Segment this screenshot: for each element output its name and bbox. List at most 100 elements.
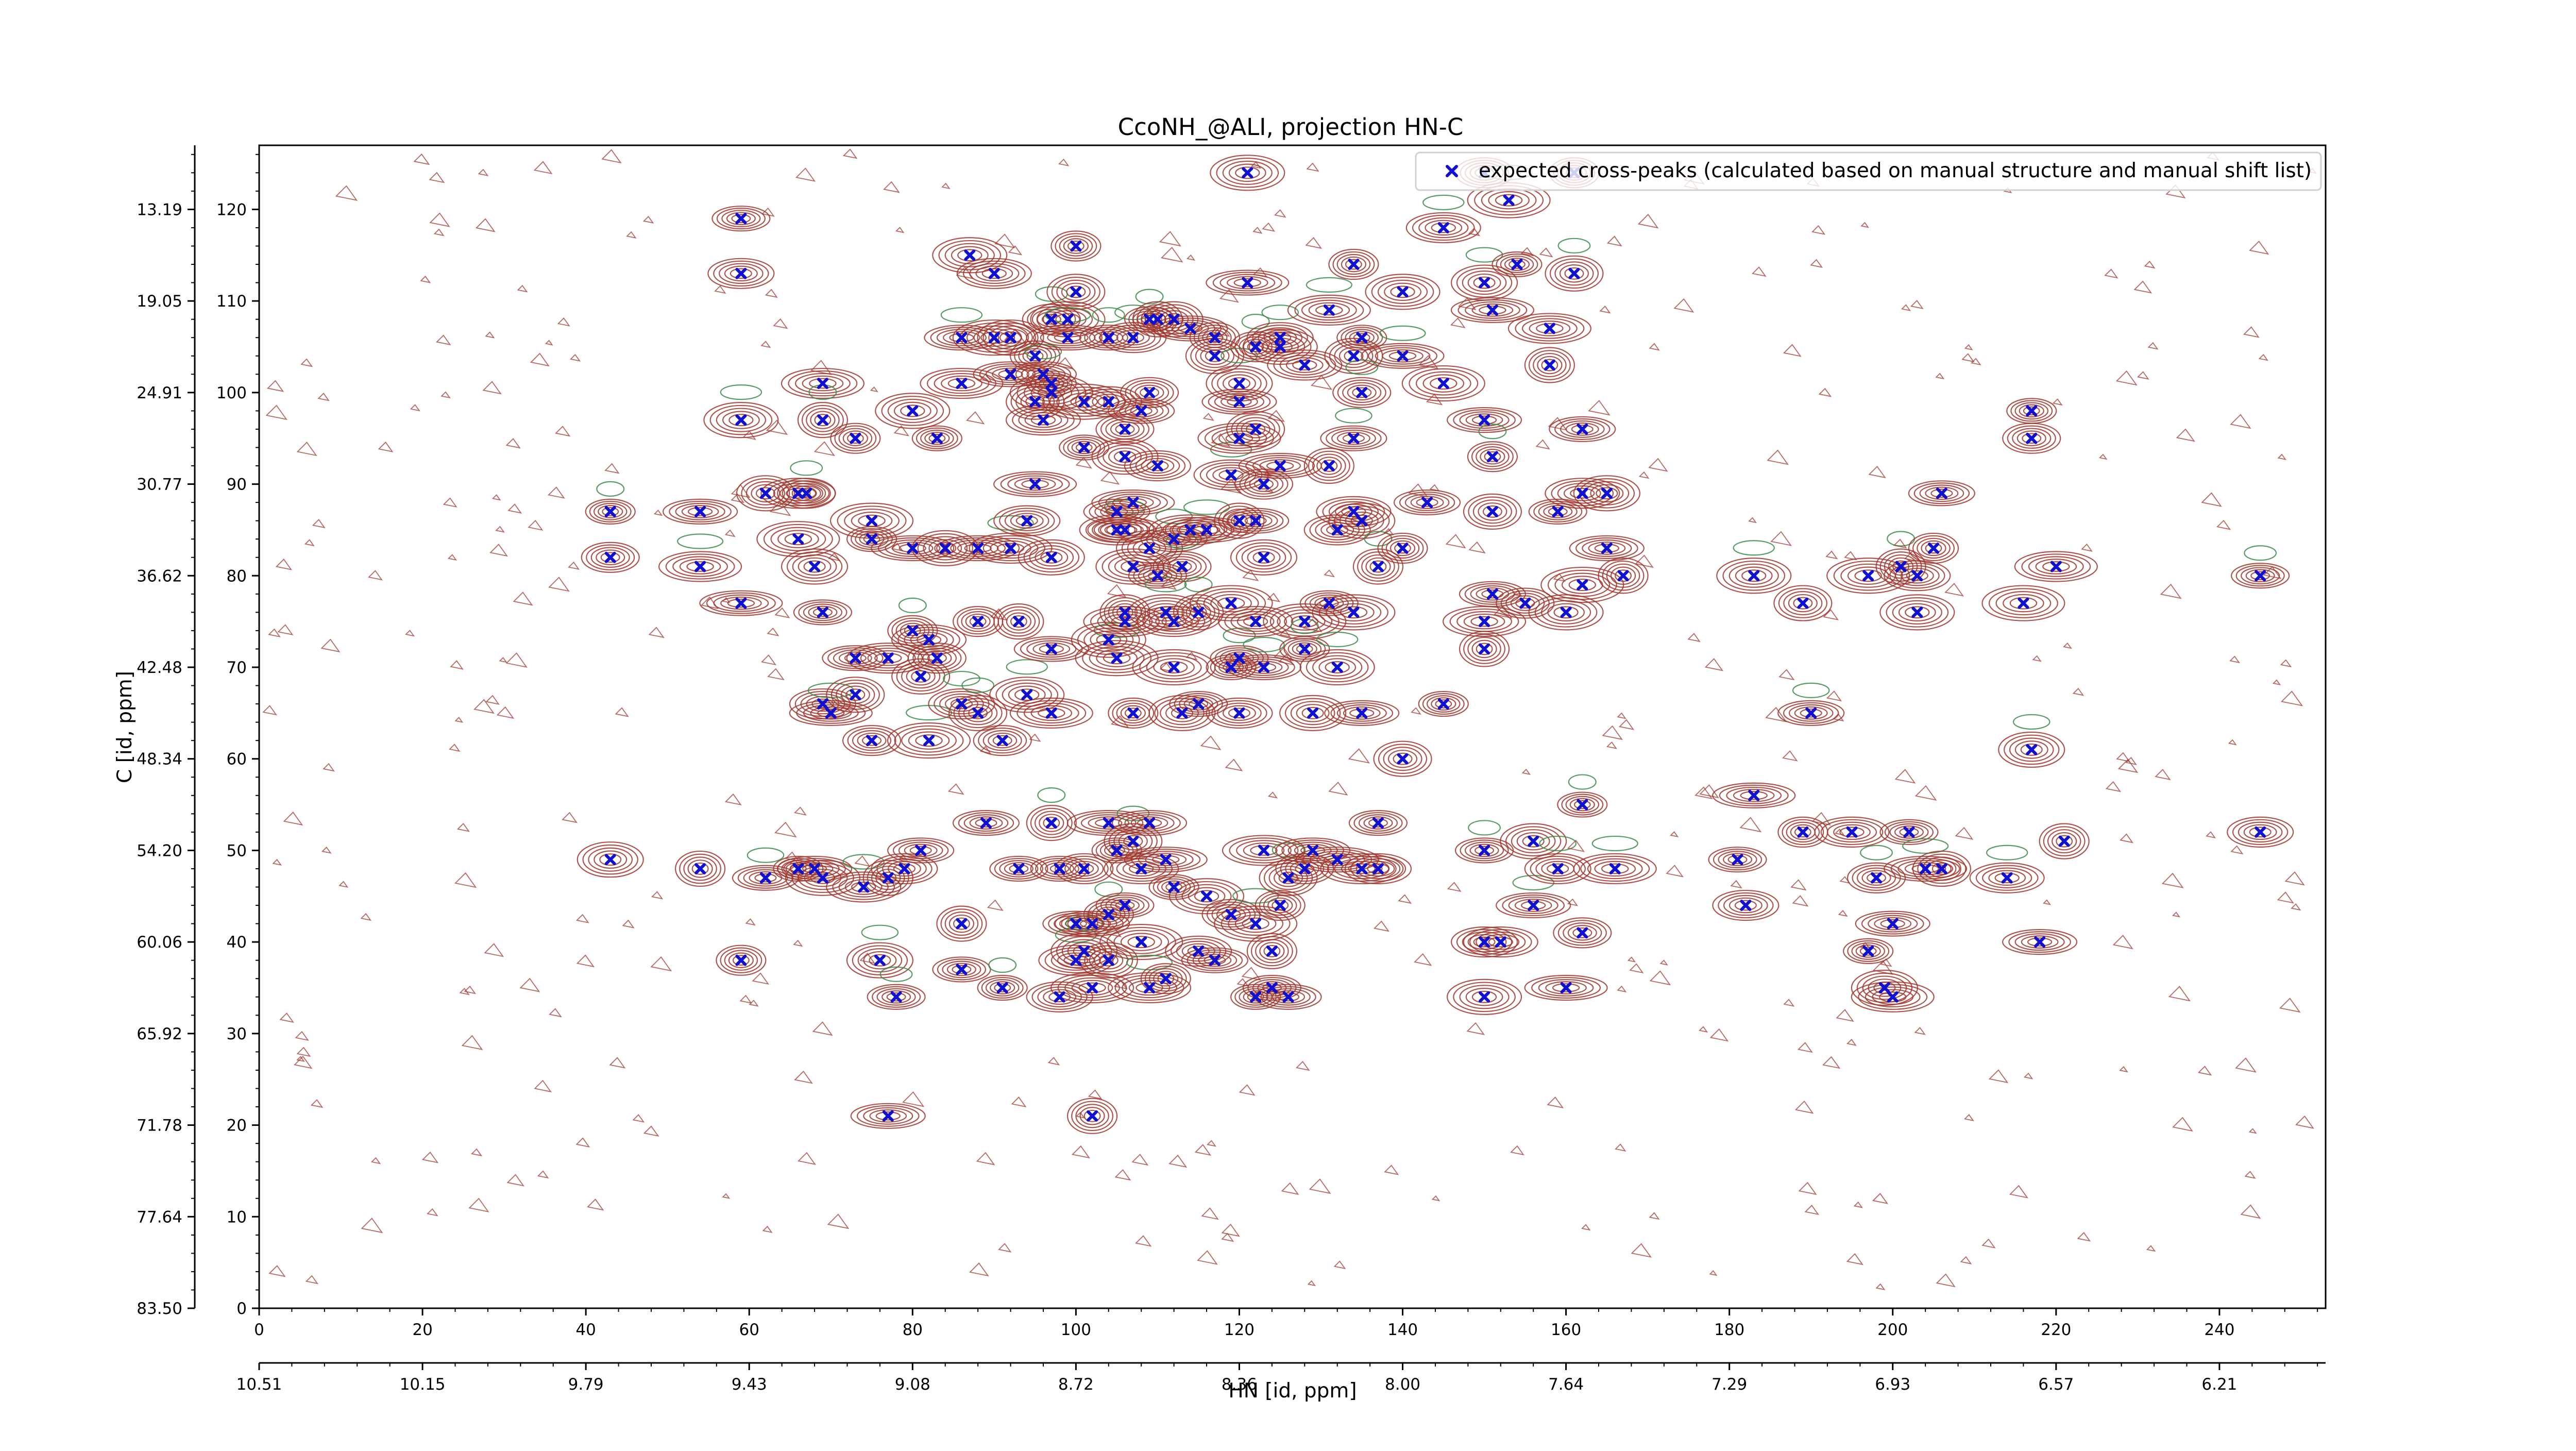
contour-peak xyxy=(797,384,849,438)
noise-contour xyxy=(1185,651,1198,661)
cross-peak-marker xyxy=(1805,707,1817,719)
noise-contour xyxy=(1445,534,1466,549)
noise-contour xyxy=(429,172,445,183)
contour-peak xyxy=(1111,810,1188,836)
cross-peak-marker xyxy=(1054,863,1065,874)
cross-peak-marker xyxy=(1250,515,1262,527)
noise-contour xyxy=(1186,254,1196,261)
noise-contour xyxy=(1111,715,1129,728)
noise-contour xyxy=(859,952,876,964)
contour-peak xyxy=(1712,889,1780,921)
noise-contour xyxy=(1207,1140,1217,1147)
cross-peak-marker xyxy=(1103,817,1114,829)
noise-contour xyxy=(575,914,589,923)
contour-peak xyxy=(711,206,771,232)
noise-contour xyxy=(1305,237,1323,249)
contour-peak xyxy=(1168,878,1245,915)
contour-peak xyxy=(1524,347,1575,383)
cross-peak-marker xyxy=(1111,524,1123,536)
noise-contour xyxy=(2104,268,2119,279)
noise-contour xyxy=(312,519,326,529)
noise-contour xyxy=(1687,633,1701,643)
contour-peak xyxy=(887,837,955,864)
cross-peak-marker xyxy=(1250,423,1262,435)
noise-contour xyxy=(2112,935,2133,950)
noise-contour xyxy=(456,822,470,832)
noise-contour xyxy=(1778,669,1795,681)
y-ppm-tick-label: 42.48 xyxy=(137,659,182,677)
noise-contour xyxy=(1838,909,1848,917)
cross-peak-marker xyxy=(1258,478,1270,490)
contour-peak xyxy=(1361,325,1445,369)
cross-peak-marker xyxy=(1356,707,1368,719)
contour-peak xyxy=(781,367,865,399)
cross-peak-marker xyxy=(1078,863,1090,874)
contour-peak xyxy=(2227,816,2294,848)
noise-contour xyxy=(473,699,495,714)
y-ppm-tick-label: 77.64 xyxy=(137,1208,182,1226)
noise-contour xyxy=(447,554,457,561)
noise-contour xyxy=(1901,304,1911,311)
y-ppm-tick-label: 65.92 xyxy=(137,1025,182,1043)
cross-peak-marker xyxy=(1136,405,1147,417)
contour-peak xyxy=(1324,700,1400,726)
cross-peak-marker xyxy=(1005,368,1016,380)
noise-contour xyxy=(1767,449,1789,465)
contour-peak xyxy=(777,460,836,509)
contour-peak xyxy=(1418,690,1469,717)
cross-peak-marker xyxy=(1895,561,1907,572)
cross-peak-marker xyxy=(1356,332,1368,344)
noise-contour xyxy=(1629,963,1644,974)
cross-peak-marker xyxy=(694,561,706,572)
noise-contour xyxy=(828,552,841,562)
contour-peak xyxy=(1557,774,1608,818)
noise-contour xyxy=(2119,1066,2128,1073)
cross-peak-marker xyxy=(1242,167,1253,179)
contour-peak xyxy=(1450,247,1518,301)
noise-contour xyxy=(2272,679,2281,686)
cross-peak-marker xyxy=(850,689,861,701)
cross-peak-marker xyxy=(1274,460,1286,472)
contour-peak xyxy=(1569,535,1645,562)
x-ppm-tick-label: 8.00 xyxy=(1385,1375,1420,1394)
noise-contour xyxy=(1239,1084,1256,1096)
noise-contour xyxy=(1493,605,1513,619)
contour-peak xyxy=(1843,938,1894,965)
cross-peak-marker xyxy=(735,267,747,279)
noise-contour xyxy=(979,746,992,754)
noise-contour xyxy=(745,918,756,926)
contour-peak xyxy=(1507,313,1591,344)
contour-peak xyxy=(993,505,1061,536)
cross-peak-marker xyxy=(1274,900,1286,912)
noise-contour xyxy=(827,1213,850,1229)
y-tick-label: 80 xyxy=(227,567,247,585)
noise-contour xyxy=(471,1148,483,1157)
noise-contour xyxy=(1225,758,1243,771)
noise-contour xyxy=(1398,894,1412,904)
noise-contour xyxy=(2146,1245,2156,1252)
noise-contour xyxy=(1383,528,1394,536)
contour-peak xyxy=(1153,533,1212,582)
x-ppm-tick-label: 8.72 xyxy=(1058,1375,1094,1394)
contour-peak xyxy=(1312,594,1396,631)
cross-peak-marker xyxy=(1070,918,1082,930)
noise-contour xyxy=(1694,786,1713,800)
contour-peak xyxy=(756,521,840,558)
cross-peak-marker xyxy=(1552,863,1564,874)
noise-contour xyxy=(2295,1115,2314,1129)
cross-peak-marker xyxy=(1903,826,1915,838)
noise-contour xyxy=(2216,519,2231,530)
cross-peak-marker xyxy=(1250,341,1262,352)
x-tick-label: 160 xyxy=(1551,1321,1581,1339)
noise-contour xyxy=(1844,551,1857,561)
noise-contour xyxy=(496,706,515,719)
cross-peak-marker xyxy=(1184,323,1196,334)
cross-peak-marker xyxy=(1560,982,1572,993)
cross-peak-marker xyxy=(1862,945,1874,957)
noise-contour xyxy=(1161,247,1183,263)
cross-peak-marker xyxy=(1609,863,1621,874)
contour-peak xyxy=(1238,452,1322,479)
cross-peak-marker xyxy=(1151,313,1163,325)
cross-peak-marker xyxy=(1062,313,1074,325)
